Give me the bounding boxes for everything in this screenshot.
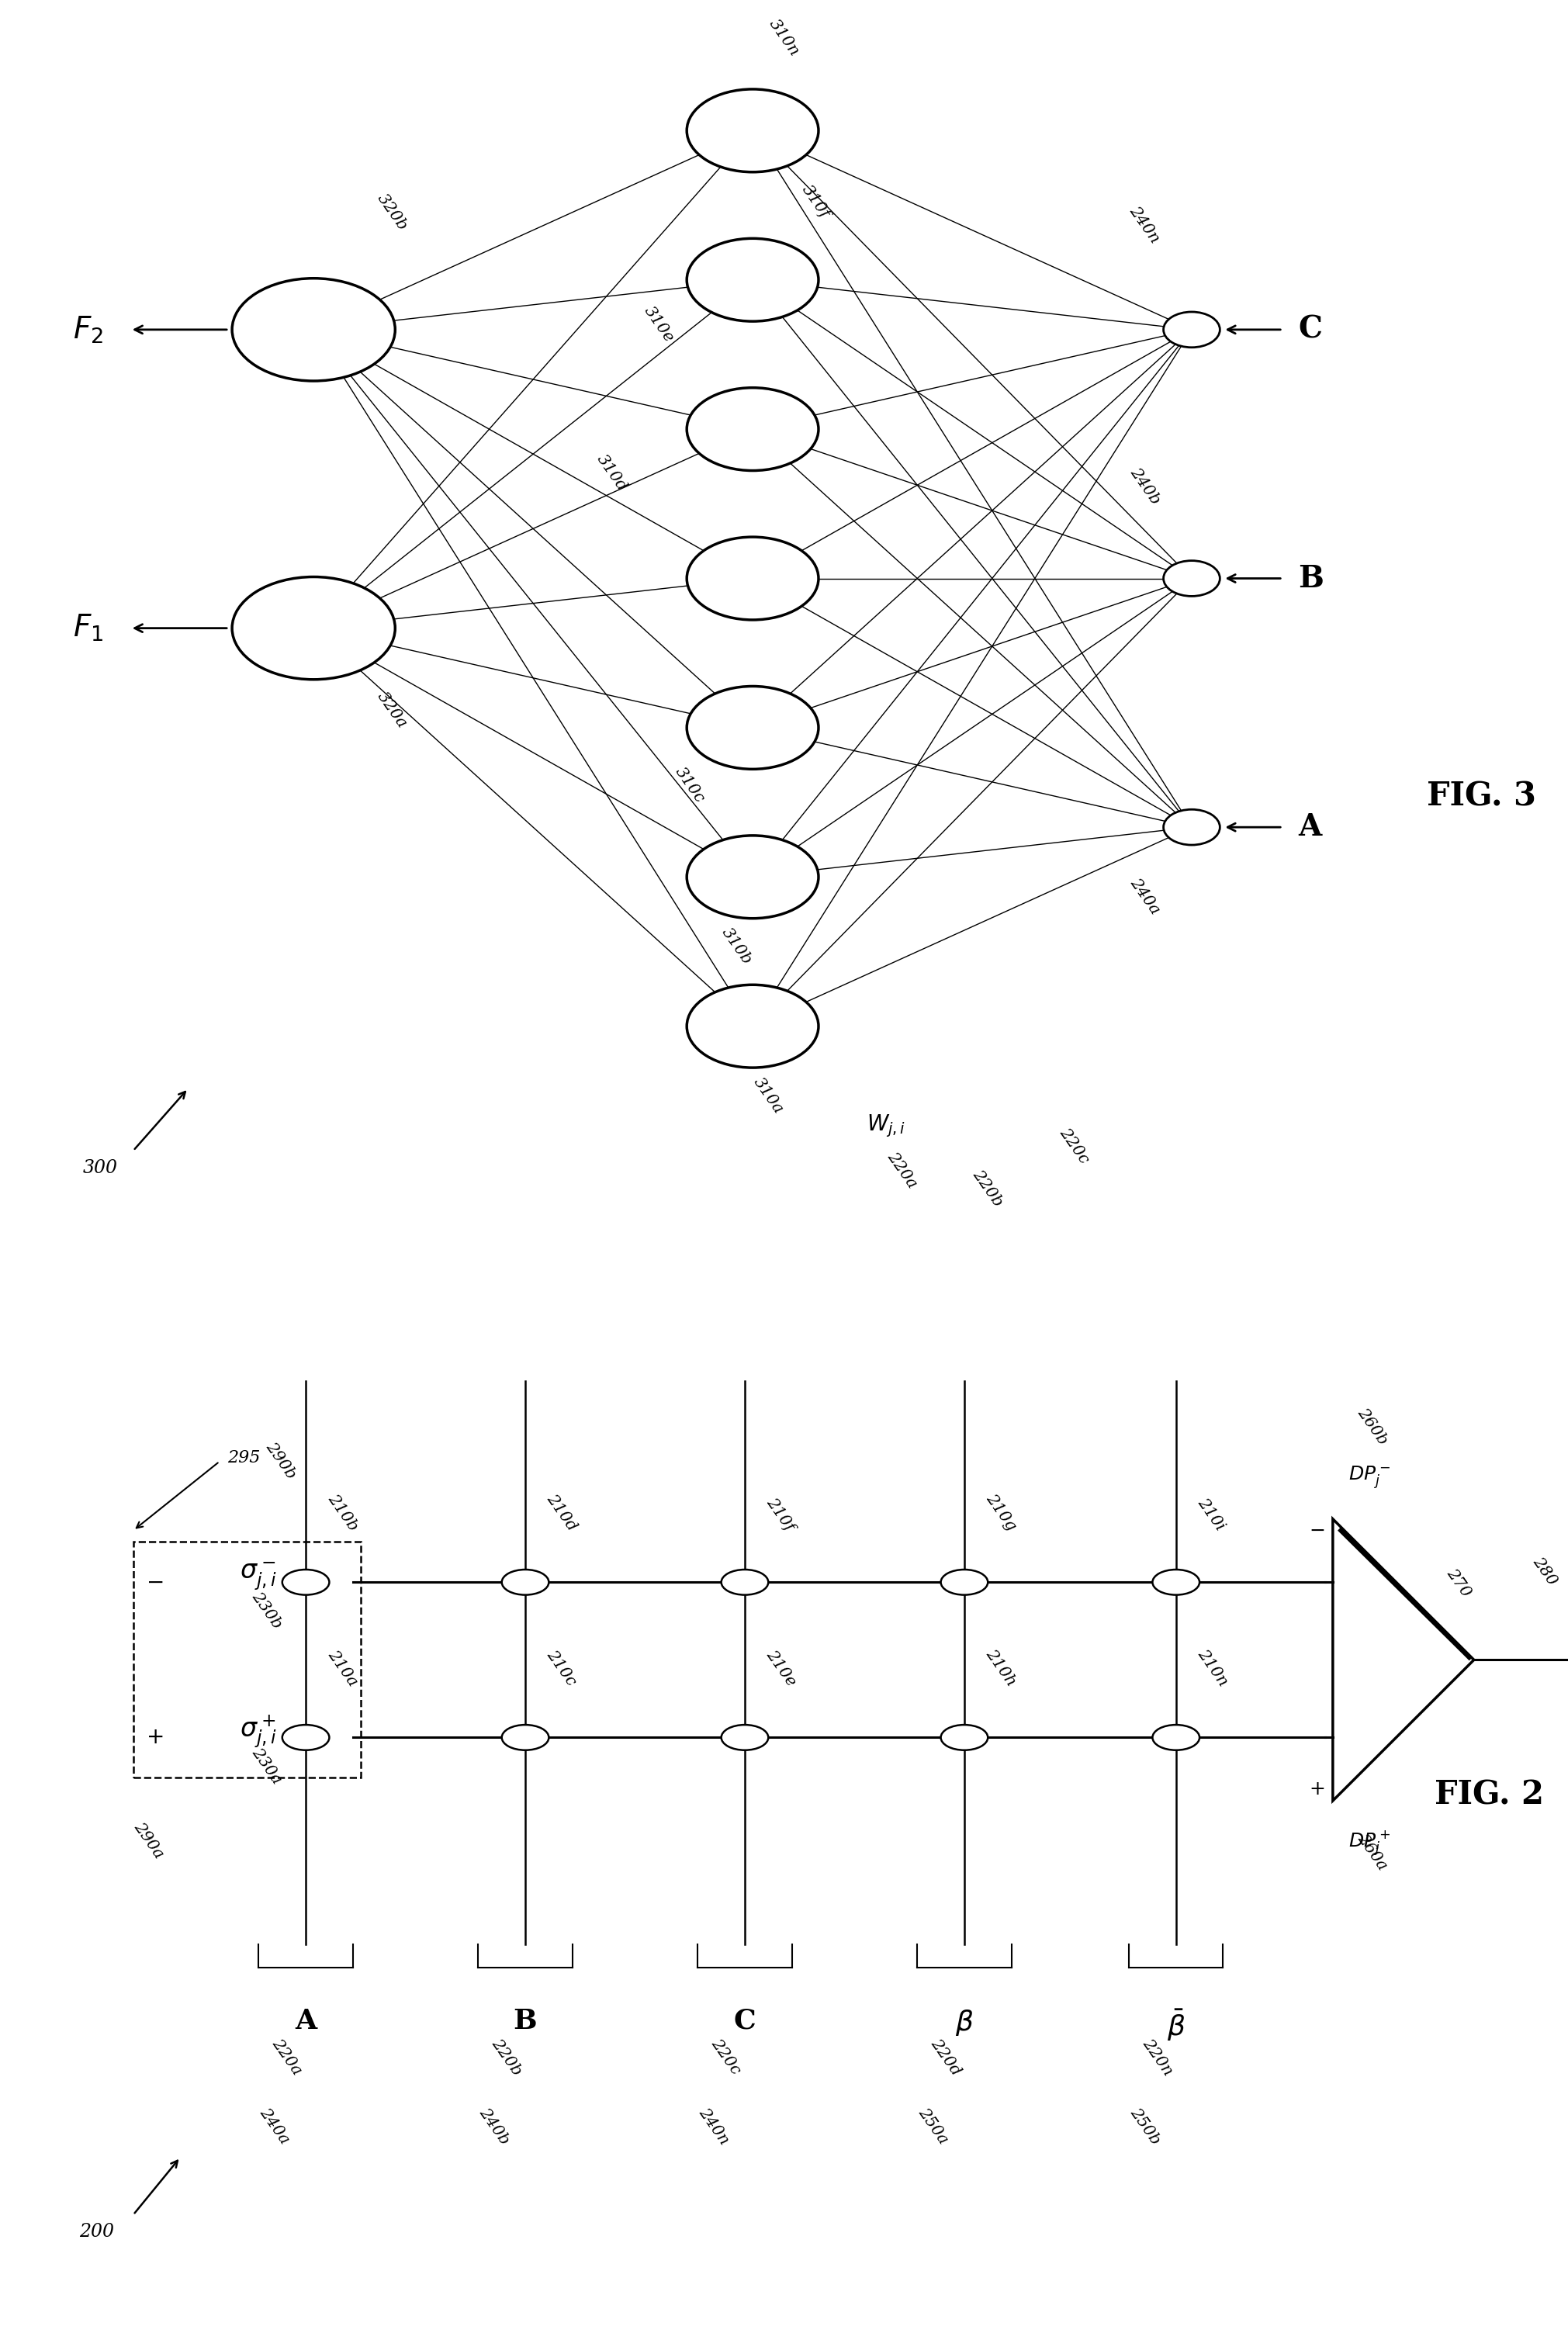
Text: 240n: 240n: [696, 2105, 731, 2148]
Text: 310a: 310a: [751, 1075, 786, 1117]
Text: $W_{j,i}$: $W_{j,i}$: [867, 1112, 905, 1138]
Ellipse shape: [502, 1570, 549, 1596]
Ellipse shape: [1152, 1725, 1200, 1751]
Ellipse shape: [941, 1725, 988, 1751]
Ellipse shape: [687, 239, 818, 322]
Ellipse shape: [721, 1570, 768, 1596]
Ellipse shape: [687, 986, 818, 1068]
Text: 270: 270: [1444, 1565, 1472, 1601]
Text: 310c: 310c: [673, 765, 707, 805]
Text: 320a: 320a: [375, 690, 409, 730]
Text: 210a: 210a: [325, 1648, 361, 1690]
Text: 290a: 290a: [132, 1819, 166, 1861]
Text: A: A: [295, 2007, 317, 2035]
Ellipse shape: [1163, 810, 1220, 845]
Text: B: B: [1298, 563, 1323, 594]
Text: 220n: 220n: [1140, 2037, 1174, 2079]
Text: 320b: 320b: [375, 190, 409, 232]
Ellipse shape: [282, 1725, 329, 1751]
Text: $-$: $-$: [146, 1572, 163, 1594]
Text: 240a: 240a: [257, 2105, 292, 2148]
Text: 220c: 220c: [709, 2037, 743, 2077]
Text: 230b: 230b: [249, 1589, 284, 1631]
Text: B: B: [513, 2007, 538, 2035]
Text: 210e: 210e: [764, 1648, 798, 1690]
Text: A: A: [1298, 812, 1322, 843]
Text: 260b: 260b: [1355, 1406, 1389, 1448]
Text: 250a: 250a: [916, 2105, 950, 2148]
Text: $+$: $+$: [1309, 1781, 1325, 1798]
Text: $-$: $-$: [1309, 1521, 1325, 1540]
Ellipse shape: [687, 89, 818, 171]
Text: $\beta$: $\beta$: [955, 2007, 974, 2037]
Text: C: C: [1298, 314, 1322, 345]
Text: 295: 295: [227, 1450, 260, 1467]
Text: 220a: 220a: [270, 2037, 304, 2077]
Text: 220b: 220b: [489, 2037, 524, 2079]
Text: 220d: 220d: [928, 2037, 963, 2079]
Ellipse shape: [1163, 561, 1220, 596]
Text: 290b: 290b: [263, 1439, 299, 1481]
Text: 210i: 210i: [1195, 1495, 1228, 1533]
Text: $F_1$: $F_1$: [72, 613, 103, 643]
Text: $F_2$: $F_2$: [72, 314, 103, 345]
Ellipse shape: [687, 836, 818, 918]
Text: 250b: 250b: [1127, 2105, 1162, 2148]
Text: 210n: 210n: [1195, 1648, 1231, 1690]
Text: $\sigma^+_{j,i}$: $\sigma^+_{j,i}$: [240, 1713, 278, 1751]
Text: 310d: 310d: [594, 453, 629, 495]
Text: 240n: 240n: [1127, 204, 1162, 246]
Text: 200: 200: [80, 2223, 114, 2241]
Ellipse shape: [232, 577, 395, 681]
Text: $DP^-_j$: $DP^-_j$: [1348, 1465, 1391, 1490]
Ellipse shape: [502, 1725, 549, 1751]
Ellipse shape: [721, 1725, 768, 1751]
Text: 280: 280: [1530, 1554, 1559, 1589]
Text: 210g: 210g: [983, 1490, 1019, 1533]
Text: 240b: 240b: [1127, 465, 1162, 507]
Ellipse shape: [1152, 1570, 1200, 1596]
Text: 310b: 310b: [720, 925, 754, 967]
Text: $\bar{\beta}$: $\bar{\beta}$: [1167, 2007, 1185, 2042]
Ellipse shape: [232, 279, 395, 380]
Text: 220a: 220a: [884, 1150, 919, 1190]
Text: FIG. 3: FIG. 3: [1427, 779, 1537, 812]
Ellipse shape: [1163, 312, 1220, 347]
Text: 240a: 240a: [1127, 875, 1162, 918]
Text: 260a: 260a: [1355, 1831, 1389, 1873]
Text: 310e: 310e: [641, 303, 676, 345]
Text: $\sigma^-_{j,i}$: $\sigma^-_{j,i}$: [240, 1561, 278, 1591]
Text: 210b: 210b: [325, 1490, 361, 1533]
Text: 310n: 310n: [767, 16, 801, 59]
Ellipse shape: [282, 1570, 329, 1596]
Text: $DP^+_j$: $DP^+_j$: [1348, 1831, 1391, 1859]
Text: 220c: 220c: [1057, 1124, 1091, 1166]
Ellipse shape: [687, 537, 818, 620]
Text: 210f: 210f: [764, 1495, 797, 1533]
Ellipse shape: [941, 1570, 988, 1596]
Text: 310f: 310f: [798, 183, 833, 221]
Text: 220b: 220b: [971, 1166, 1005, 1209]
Text: 210d: 210d: [544, 1490, 580, 1533]
Text: 240b: 240b: [477, 2105, 511, 2148]
Text: C: C: [734, 2007, 756, 2035]
Text: 210h: 210h: [983, 1648, 1019, 1690]
Text: $+$: $+$: [146, 1727, 163, 1749]
Text: FIG. 2: FIG. 2: [1435, 1779, 1544, 1812]
Text: 230a: 230a: [249, 1744, 284, 1786]
Ellipse shape: [687, 387, 818, 472]
Ellipse shape: [687, 685, 818, 770]
Text: 210c: 210c: [544, 1648, 579, 1690]
Text: 300: 300: [83, 1159, 118, 1178]
